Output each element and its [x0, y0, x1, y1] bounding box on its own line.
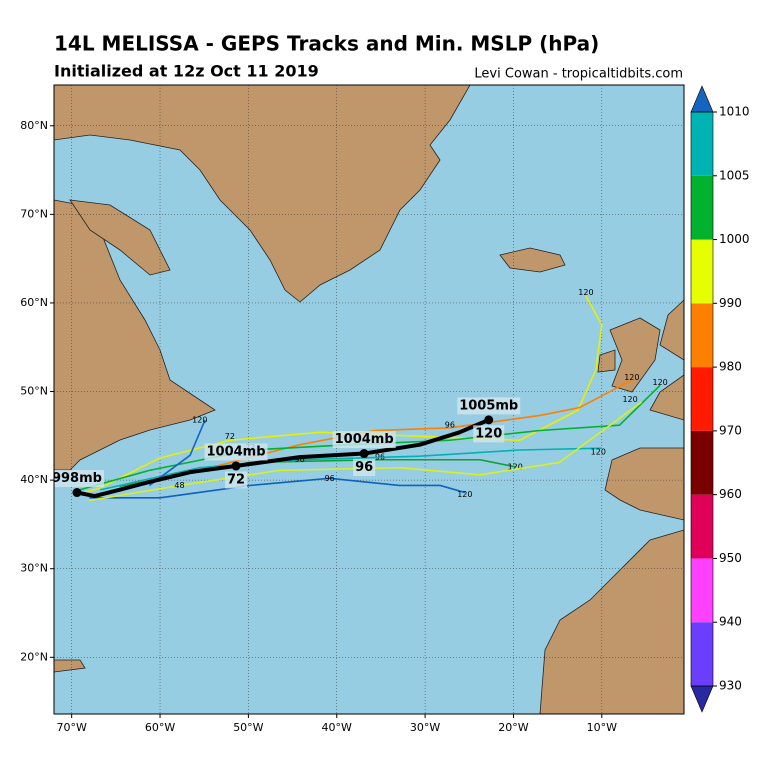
colorbar-segment [691, 303, 713, 368]
label-box [353, 459, 376, 477]
hour-label: 96 [355, 460, 373, 475]
colorbar-tick-label: 960 [719, 487, 742, 501]
colorbar-segment [691, 239, 713, 304]
colorbar-segment [691, 367, 713, 431]
hour-label: 48 [174, 481, 184, 490]
mean-point [231, 461, 241, 471]
x-tick-label: 40°W [322, 721, 352, 734]
colorbar-tick-label: 1000 [719, 232, 750, 246]
y-tick-label: 50°N [20, 385, 48, 398]
subtitle: Initialized at 12z Oct 11 2019 [54, 62, 319, 81]
hour-label: 120 [192, 415, 207, 424]
pressure-label: 1004mb [206, 444, 265, 459]
colorbar-frame [690, 111, 714, 687]
hour-label: 120 [457, 490, 472, 499]
y-tick-label: 60°N [20, 296, 48, 309]
y-tick-label: 80°N [20, 119, 48, 132]
colorbar-segment [691, 558, 713, 623]
frame [53, 84, 685, 715]
hour-label: 120 [508, 462, 523, 471]
label-box [54, 470, 104, 488]
colorbar-segment [691, 175, 713, 240]
colorbar-tick-label: 1005 [719, 168, 750, 182]
colorbar-tick-label: 940 [719, 615, 742, 629]
credit: Levi Cowan - tropicaltidbits.com [474, 67, 683, 82]
label-box [457, 397, 521, 415]
hour-label: 72 [227, 472, 245, 487]
x-tick-label: 10°W [587, 721, 617, 734]
colorbar-segment [691, 112, 713, 176]
hour-label: 96 [325, 474, 335, 483]
hour-label: 120 [622, 395, 637, 404]
x-tick-label: 50°W [233, 721, 263, 734]
label-box [224, 471, 248, 489]
ensemble-track [148, 419, 206, 487]
hour-label: 120 [653, 378, 668, 387]
mean-point [359, 449, 369, 459]
label-box [204, 443, 268, 461]
pressure-label: 998mb [52, 471, 102, 486]
x-tick-label: 20°W [498, 721, 528, 734]
y-tick-label: 40°N [20, 473, 48, 486]
ensemble-track [79, 384, 661, 491]
mean-point [72, 488, 82, 498]
hour-label: 96 [445, 421, 455, 430]
ensemble-track [199, 379, 633, 472]
hour-label: 120 [475, 426, 502, 441]
pressure-label: 1005mb [459, 398, 518, 413]
hour-label: 120 [624, 373, 639, 382]
colorbar-tick-label: 1010 [719, 105, 750, 119]
colorbar-tick-label: 980 [719, 360, 742, 374]
colorbar-over [690, 85, 714, 113]
hour-label: 72 [225, 432, 235, 441]
colorbar-tick-label: 950 [719, 551, 742, 565]
ensemble-track [89, 401, 643, 502]
colorbar-tick-label: 930 [719, 679, 742, 693]
pressure-label: 1004mb [335, 432, 394, 447]
plot-layer: 120 72 120 96 120 72 120 96 120 96 120 96 120 120 48 99… [52, 85, 684, 714]
mean-point [484, 415, 494, 425]
ensemble-track [74, 295, 603, 496]
y-tick-label: 30°N [20, 562, 48, 575]
x-tick-label: 70°W [56, 721, 86, 734]
label-box [473, 425, 505, 443]
y-tick-label: 20°N [20, 650, 48, 663]
colorbar-segment [691, 494, 713, 559]
colorbar-tick-label: 970 [719, 423, 742, 437]
x-tick-label: 60°W [145, 721, 175, 734]
ensemble-track [99, 447, 602, 491]
hour-label: 120 [578, 288, 593, 297]
label-box [332, 431, 396, 449]
colorbar-segment [691, 622, 713, 686]
hour-label: 96 [295, 455, 305, 464]
title: 14L MELISSA - GEPS Tracks and Min. MSLP … [54, 32, 599, 56]
colorbar-tick-label: 990 [719, 296, 742, 310]
colorbar-segment [691, 430, 713, 495]
colorbar-under [690, 685, 714, 713]
land [54, 85, 684, 714]
x-tick-label: 30°W [410, 721, 440, 734]
y-tick-label: 70°N [20, 207, 48, 220]
hour-label: 120 [591, 447, 606, 456]
ensemble-track [89, 477, 466, 499]
